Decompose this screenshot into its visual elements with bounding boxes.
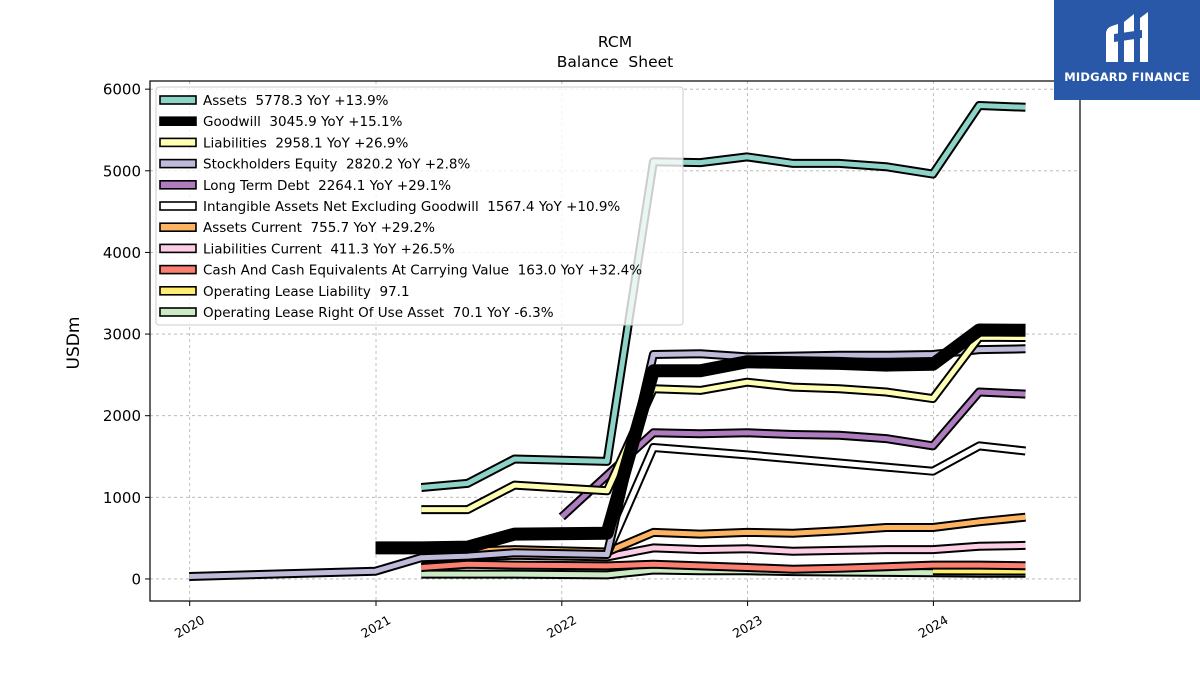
legend-swatch	[159, 137, 197, 148]
brand-logo-text: MIDGARD FINANCE	[1064, 70, 1190, 84]
y-tick-label: 2000	[103, 407, 141, 425]
series-layer	[189, 101, 1026, 581]
legend-swatch	[159, 307, 197, 317]
legend-swatch	[159, 158, 197, 169]
y-tick-label: 0	[131, 570, 141, 588]
legend-entry-label: Intangible Assets Net Excluding Goodwill…	[203, 199, 620, 215]
x-tick-label: 2021	[358, 612, 393, 641]
legend-frame	[155, 86, 684, 326]
series-line	[421, 561, 1026, 572]
legend-entry-label: Liabilities Current 411.3 YoY +26.5%	[203, 241, 455, 257]
y-tick-label: 3000	[103, 326, 141, 344]
series-line	[421, 103, 1026, 490]
series-line	[604, 443, 1026, 555]
chart-title: RCM	[598, 33, 632, 51]
brand-logo-mark-icon	[1106, 12, 1148, 62]
legend-swatch	[159, 243, 197, 254]
y-tick-label: 5000	[103, 162, 141, 180]
series-line	[560, 389, 1026, 519]
legend: Assets 5778.3 YoY +13.9% Goodwill 3045.9 …	[155, 86, 684, 326]
x-tick-label: 2020	[172, 612, 207, 641]
y-axis-label: USDm	[64, 317, 84, 370]
series-line	[421, 334, 1026, 513]
y-tick-label: 4000	[103, 244, 141, 262]
legend-entry-label: Cash And Cash Equivalents At Carrying Va…	[203, 263, 642, 279]
legend-entry-label: Operating Lease Liability 97.1	[203, 284, 410, 300]
legend-swatch	[159, 222, 197, 232]
legend-entry-label: Operating Lease Right Of Use Asset 70.1 …	[203, 305, 554, 321]
legend-entry-label: Assets 5778.3 YoY +13.9%	[203, 93, 389, 109]
brand-logo: MIDGARD FINANCE	[1054, 0, 1200, 100]
plot-frame	[149, 80, 1081, 602]
legend-swatch	[159, 116, 197, 126]
series-line	[189, 346, 1026, 579]
y-tick-label: 1000	[103, 489, 141, 507]
legend-entry-label: Liabilities 2958.1 YoY +26.9%	[203, 135, 408, 151]
legend-entry-label: Long Term Debt 2264.1 YoY +29.1%	[203, 178, 451, 194]
legend-swatch	[159, 264, 197, 275]
legend-swatch	[159, 201, 197, 211]
series-line	[375, 325, 1026, 553]
legend-swatch	[159, 285, 197, 296]
x-tick-label: 2024	[916, 612, 951, 641]
x-tick-label: 2022	[544, 612, 579, 641]
chart-subtitle: Balance Sheet	[557, 53, 674, 71]
legend-entry-label: Stockholders Equity 2820.2 YoY +2.8%	[203, 157, 471, 173]
legend-swatch	[159, 95, 197, 105]
legend-entry-label: Assets Current 755.7 YoY +29.2%	[203, 220, 435, 236]
legend-entry-label: Goodwill 3045.9 YoY +15.1%	[203, 114, 403, 130]
y-tick-label: 6000	[103, 81, 141, 99]
x-tick-label: 2023	[730, 612, 765, 641]
legend-swatch	[159, 180, 197, 190]
